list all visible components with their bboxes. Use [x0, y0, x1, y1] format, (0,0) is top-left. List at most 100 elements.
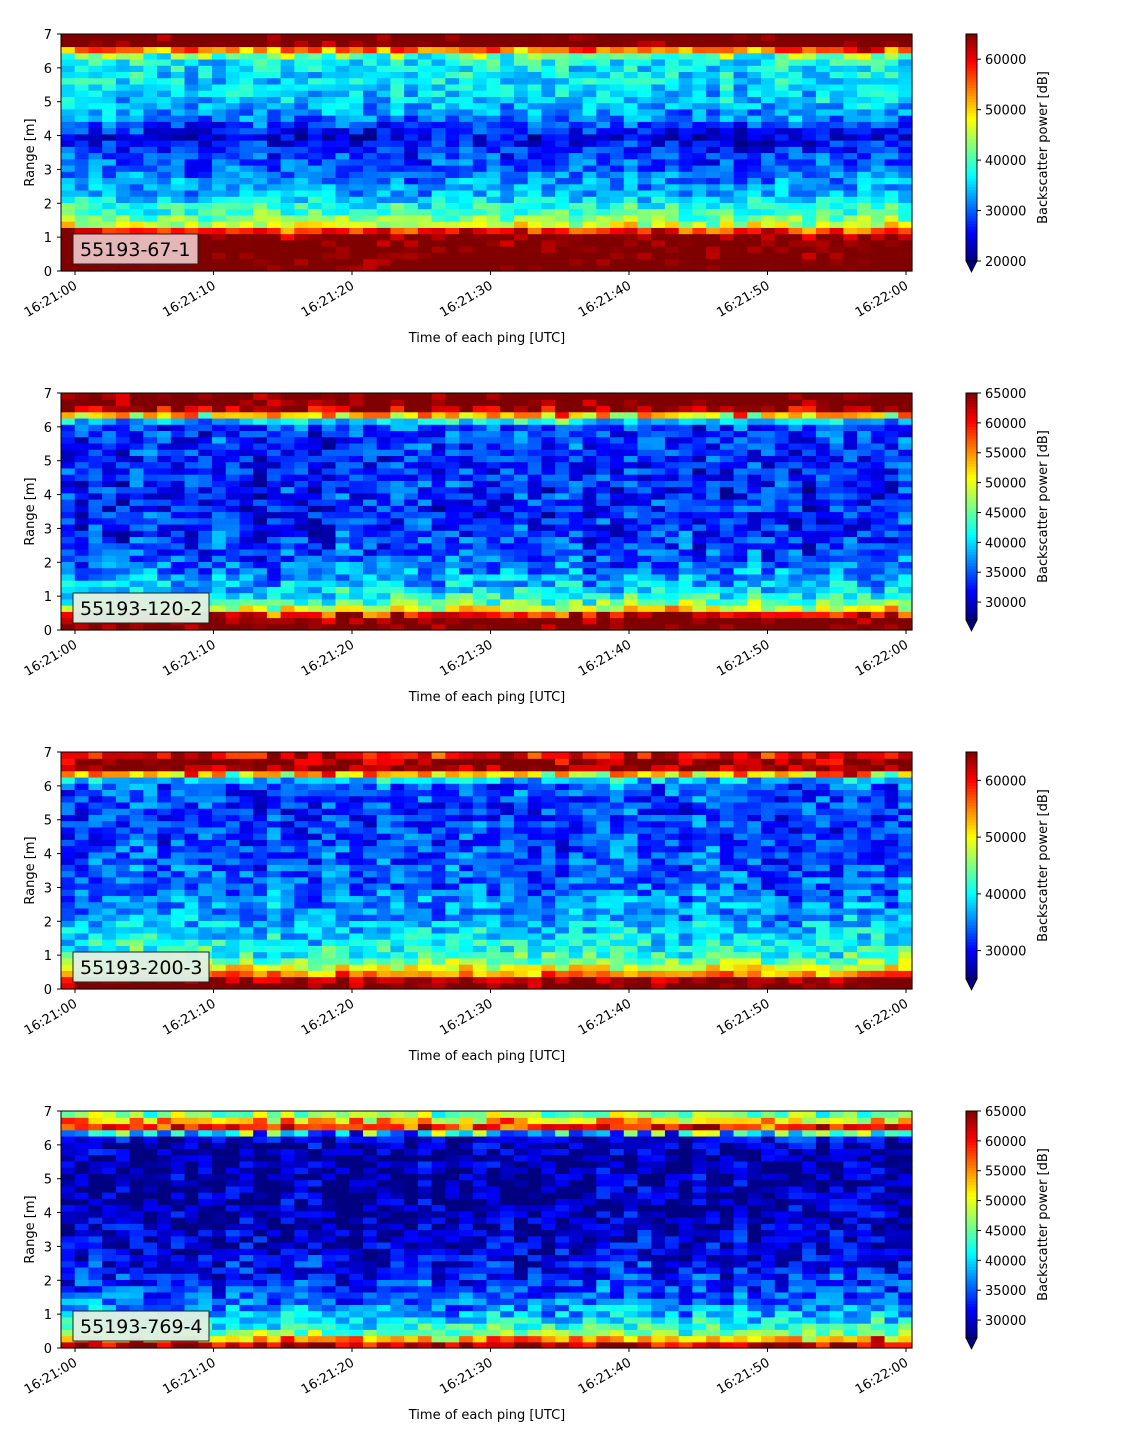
heatmap-cell	[788, 555, 803, 562]
heatmap-cell	[294, 605, 309, 612]
colorbar-segment	[966, 395, 977, 400]
heatmap-cell	[541, 442, 556, 450]
heatmap-cell	[335, 90, 350, 97]
heatmap-cell	[596, 183, 611, 191]
heatmap-cell	[253, 536, 268, 544]
heatmap-cell	[651, 523, 666, 531]
heatmap-cell	[294, 108, 309, 116]
heatmap-cell	[870, 480, 886, 488]
heatmap-cell	[417, 442, 433, 450]
heatmap-cell	[500, 233, 515, 241]
heatmap-cell	[472, 530, 488, 538]
heatmap-cell	[623, 208, 639, 216]
heatmap-cell	[692, 623, 707, 631]
colorbar-segment	[966, 574, 977, 579]
heatmap-cell	[362, 442, 378, 450]
heatmap-cell	[815, 146, 831, 154]
heatmap-cell	[239, 442, 254, 450]
heatmap-cell	[761, 252, 776, 260]
heatmap-cell	[225, 548, 241, 556]
heatmap-cell	[802, 573, 817, 581]
heatmap-cell	[280, 523, 295, 531]
heatmap-cell	[513, 233, 529, 241]
heatmap-cell	[500, 480, 515, 488]
heatmap-cell	[541, 617, 556, 625]
heatmap-cell	[198, 152, 213, 160]
heatmap-cell	[459, 511, 474, 519]
heatmap-cell	[719, 467, 735, 475]
heatmap-cell	[198, 127, 213, 135]
heatmap-cell	[308, 252, 323, 260]
heatmap-cell	[719, 46, 735, 54]
heatmap-cell	[788, 46, 803, 54]
heatmap-cell	[115, 555, 131, 562]
heatmap-cell	[541, 555, 556, 562]
heatmap-cell	[610, 171, 625, 179]
heatmap-cell	[857, 183, 872, 191]
heatmap-cell	[459, 102, 474, 110]
heatmap-cell	[582, 127, 597, 135]
heatmap-cell	[143, 52, 158, 60]
heatmap-cell	[417, 208, 433, 216]
heatmap-cell	[335, 455, 350, 463]
heatmap-cell	[651, 246, 666, 253]
heatmap-cell	[761, 605, 776, 612]
heatmap-cell	[266, 411, 282, 419]
heatmap-cell	[527, 146, 543, 154]
heatmap-cell	[541, 34, 556, 41]
heatmap-cell	[651, 258, 666, 266]
heatmap-cell	[706, 208, 721, 216]
colorbar-segment	[966, 554, 977, 559]
heatmap-cell	[637, 499, 652, 506]
heatmap-cell	[431, 399, 446, 407]
heatmap-cell	[719, 214, 735, 222]
heatmap-cell	[568, 115, 584, 122]
heatmap-cell	[280, 555, 295, 562]
heatmap-cell	[761, 586, 776, 594]
colorbar-segment	[966, 398, 977, 403]
heatmap-cell	[239, 196, 254, 203]
heatmap-cell	[500, 189, 515, 197]
heatmap-cell	[829, 592, 844, 600]
heatmap-cell	[486, 83, 501, 91]
heatmap-cell	[678, 598, 693, 606]
y-tick-label: 1	[44, 590, 52, 605]
heatmap-cell	[761, 164, 776, 172]
heatmap-cell	[294, 258, 309, 266]
heatmap-cell	[555, 505, 570, 513]
heatmap-cell	[610, 442, 625, 450]
heatmap-cell	[74, 499, 90, 506]
heatmap-cell	[527, 264, 543, 272]
heatmap-cell	[239, 58, 254, 66]
heatmap-cell	[472, 65, 488, 73]
heatmap-cell	[102, 548, 117, 556]
heatmap-cell	[308, 592, 323, 600]
heatmap-cell	[706, 399, 721, 407]
heatmap-cell	[253, 233, 268, 241]
heatmap-cell	[733, 239, 748, 247]
heatmap-cell	[115, 146, 131, 154]
heatmap-cell	[459, 96, 474, 104]
heatmap-cell	[857, 189, 872, 197]
heatmap-cell	[157, 567, 172, 575]
heatmap-cell	[664, 108, 680, 116]
heatmap-cell	[280, 140, 295, 147]
colorbar-segment	[966, 500, 977, 505]
heatmap-cell	[417, 592, 433, 600]
heatmap-cell	[513, 34, 529, 41]
heatmap-cell	[417, 474, 433, 481]
colorbar-segment	[966, 212, 977, 217]
heatmap-cell	[431, 177, 446, 185]
heatmap-cell	[555, 90, 570, 97]
heatmap-cell	[596, 592, 611, 600]
heatmap-cell	[143, 121, 158, 129]
x-tick-label: 16:21:00	[22, 637, 80, 679]
heatmap-cell	[417, 40, 433, 48]
heatmap-cell	[472, 239, 488, 247]
heatmap-cell	[143, 108, 158, 116]
heatmap-cell	[157, 102, 172, 110]
heatmap-cell	[568, 158, 584, 166]
heatmap-cell	[362, 511, 378, 519]
heatmap-cell	[568, 58, 584, 66]
heatmap-cell	[390, 417, 405, 425]
